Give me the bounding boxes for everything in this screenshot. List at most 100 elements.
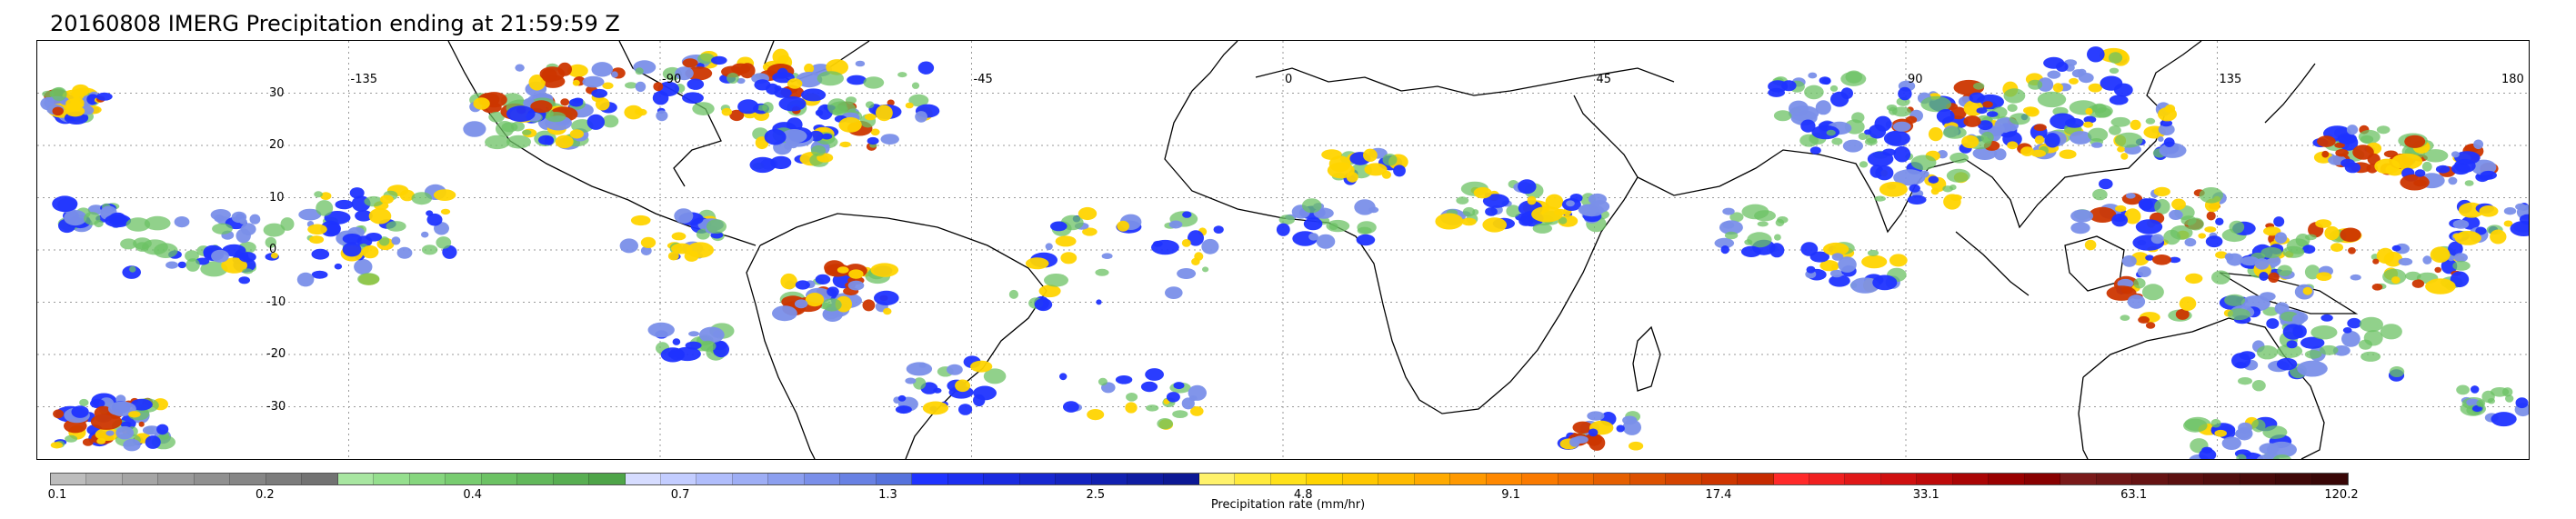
rain-cell [1920,95,1951,113]
rain-cell [1789,100,1809,117]
rain-cell [521,129,532,135]
rain-cell [721,107,732,116]
rain-cell [897,72,907,78]
rain-cell [2037,77,2054,92]
colorbar-segment [194,474,231,484]
rain-cell [2434,266,2441,274]
rain-cell [2033,124,2047,132]
rain-cell [955,379,971,393]
colorbar-segment [2060,474,2097,484]
rain-cell [2422,255,2432,264]
rain-cell [105,214,132,228]
rain-cell [265,236,276,248]
rain-cell [65,98,81,108]
rain-cell [411,192,433,205]
rain-cell [2452,233,2463,239]
rain-cell [657,81,679,96]
rain-cell [2480,170,2497,180]
rain-cell [530,100,553,114]
rain-cell [426,210,434,216]
rain-cell [1485,207,1498,216]
rain-cell [1845,70,1863,84]
rain-cell [1566,200,1575,207]
colorbar-segment [51,474,87,484]
rain-cell [2145,322,2156,329]
rain-cell [510,121,526,132]
rain-cell [64,210,87,226]
rain-cell [249,214,261,225]
rain-cell [311,248,330,260]
rain-cell [2282,245,2305,258]
rain-cell [1829,269,1844,278]
rain-cell [1328,155,1351,173]
rain-cell [1182,211,1192,218]
rain-cell [2321,150,2330,158]
longitude-label: 45 [1596,73,1612,86]
colorbar-tick-label: 0.2 [256,488,275,502]
colorbar-segment [2240,474,2277,484]
rain-cell [772,71,795,84]
rain-cell [1472,209,1479,215]
rain-cell [129,265,136,273]
rain-cell [52,106,64,116]
rain-cell [1087,409,1105,421]
rain-cell [2376,125,2391,135]
rain-cell [368,207,392,225]
rain-cell [684,250,699,262]
rain-cell [236,228,251,244]
rain-cell [53,409,65,419]
rain-cell [1382,154,1398,166]
rain-cell [71,405,89,418]
rain-cell [675,66,694,81]
rain-cell [1799,134,1819,147]
rain-cell [847,75,867,85]
rain-cell [334,263,343,270]
rain-cell [2224,294,2246,306]
rain-cell [647,322,675,338]
rain-cell [200,261,228,277]
rain-cell [838,117,862,133]
rain-cell [1919,170,1929,178]
colorbar-segment [374,474,410,484]
colorbar-segment [1414,474,1451,484]
rain-cell [2204,226,2217,233]
rain-cell [640,236,657,248]
rain-cell [795,280,810,290]
rain-cell [1482,194,1509,208]
rain-cell [2346,125,2359,135]
rain-cell [362,245,379,259]
rain-cell [2266,318,2280,329]
rain-cell [2466,398,2480,407]
rain-cell [908,94,929,107]
rain-cell [65,105,85,117]
rain-cell [473,97,490,110]
rain-cell [1059,373,1067,381]
rain-cell [674,208,694,224]
rain-cell [2179,296,2197,311]
rain-cell [2464,180,2474,186]
rain-cell [1461,217,1477,226]
rain-cell [895,405,912,414]
rain-cell [1278,215,1296,225]
colorbar-segment [1522,474,1559,484]
rain-cell [897,394,907,402]
rain-cell [1201,238,1219,255]
rain-cell [2435,165,2451,174]
rain-cell [2109,95,2129,105]
rain-cell [1588,428,1599,437]
rain-cell [316,200,334,216]
rain-cell [52,195,78,213]
rain-cell [1946,168,1970,183]
rain-cell [687,78,705,90]
rain-cell [2359,339,2372,350]
precipitation-map[interactable]: -135 -90 -45 0 45 90 135 180 30 20 10 0 -10 -20 -30 [36,40,2530,460]
rain-cell [2414,169,2426,177]
colorbar-segment [660,474,697,484]
rain-cell [2106,285,2137,301]
colorbar-segment [1809,474,1846,484]
colorbar-segment [230,474,266,484]
rain-cell [335,199,354,210]
colorbar-segment [840,474,877,484]
precipitation-field [40,46,2529,459]
rain-cell [636,108,647,116]
